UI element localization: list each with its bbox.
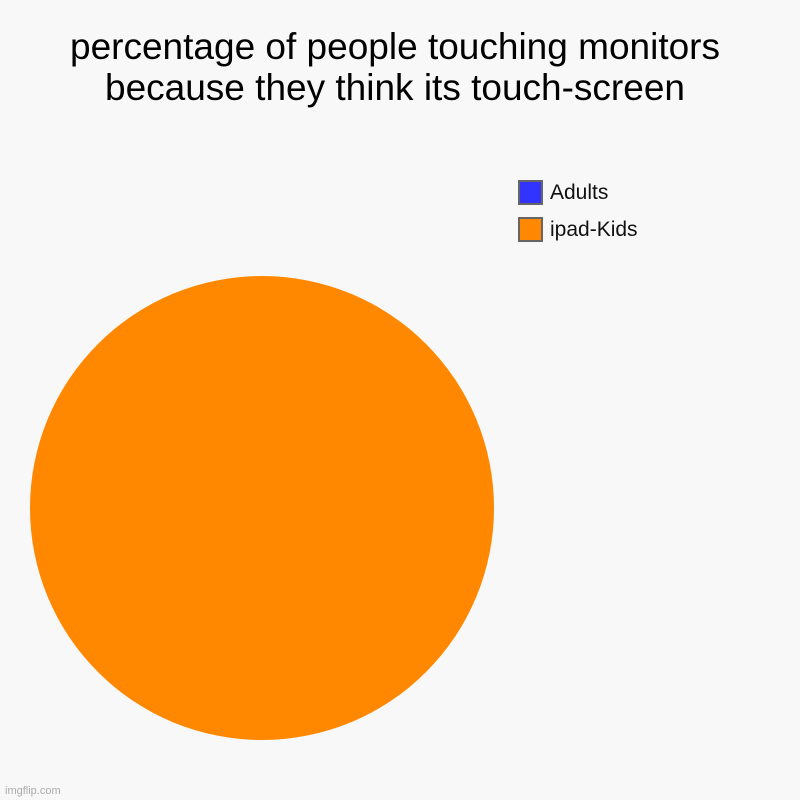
watermark: imgflip.com xyxy=(5,785,61,797)
legend-label: Adults xyxy=(550,180,609,204)
pie-slice-ipad-kids xyxy=(30,276,494,740)
legend-swatch xyxy=(518,217,543,242)
chart-title: percentage of people touching monitors b… xyxy=(70,26,720,108)
legend-label: ipad-Kids xyxy=(550,217,638,241)
legend-item: ipad-Kids xyxy=(518,217,638,242)
legend: Adults ipad-Kids xyxy=(518,180,638,254)
legend-swatch xyxy=(518,180,543,205)
legend-item: Adults xyxy=(518,180,638,205)
